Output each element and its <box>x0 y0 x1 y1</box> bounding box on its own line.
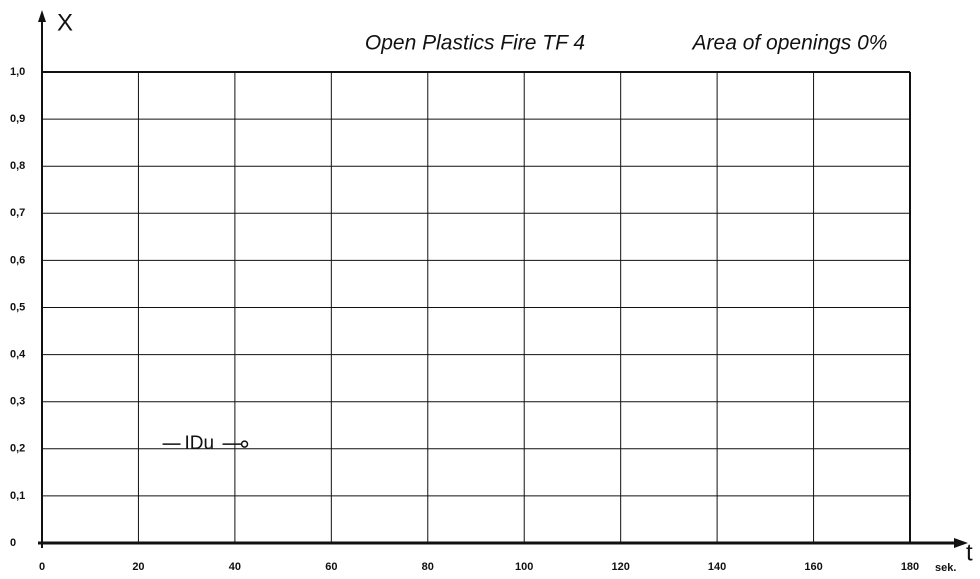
x-tick-label: 160 <box>804 561 822 573</box>
x-axis-unit: sek. <box>935 562 956 574</box>
chart-subtitle: Area of openings 0% <box>691 32 888 55</box>
y-tick-label: 0,9 <box>10 113 25 125</box>
y-tick-label: 0 <box>10 537 16 549</box>
x-tick-label: 40 <box>229 561 241 573</box>
y-tick-label: 0,7 <box>10 207 25 219</box>
y-tick-label: 0,8 <box>10 160 25 172</box>
y-tick-label: 1,0 <box>10 66 25 78</box>
chart-title: Open Plastics Fire TF 4 <box>365 32 585 55</box>
x-axis-label: t <box>966 539 973 566</box>
y-tick-label: 0,1 <box>10 490 25 502</box>
x-tick-label: 20 <box>132 561 144 573</box>
x-tick-label: 140 <box>708 561 726 573</box>
x-axis-arrow <box>954 538 968 548</box>
x-tick-label: 100 <box>515 561 533 573</box>
y-tick-label: 0,3 <box>10 396 25 408</box>
y-tick-label: 0,5 <box>10 301 25 313</box>
x-tick-label: 180 <box>901 561 919 573</box>
y-tick-label: 0,2 <box>10 443 25 455</box>
y-axis-arrow <box>38 10 46 22</box>
x-tick-label: 80 <box>422 561 434 573</box>
x-tick-label: 60 <box>325 561 337 573</box>
y-axis-label: X <box>57 9 73 36</box>
x-tick-label: 0 <box>39 561 45 573</box>
annotation-marker <box>240 440 249 448</box>
annotation-text: IDu <box>185 433 215 454</box>
x-tick-label: 120 <box>611 561 629 573</box>
y-tick-label: 0,4 <box>10 349 26 361</box>
y-tick-label: 0,6 <box>10 254 25 266</box>
